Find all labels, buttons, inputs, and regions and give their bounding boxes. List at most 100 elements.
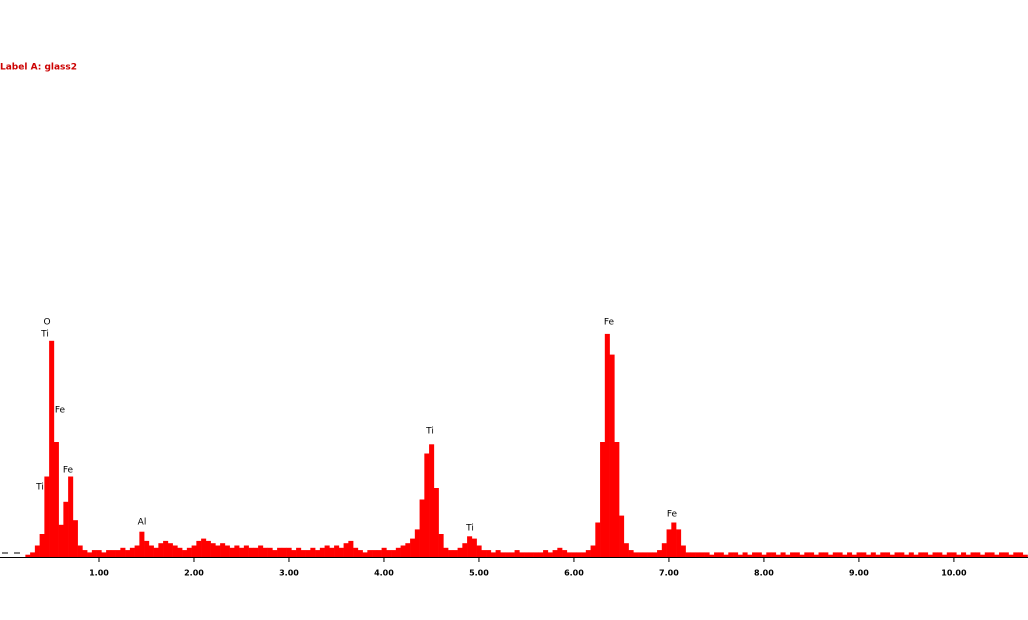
spectrum-bar [528,552,534,557]
spectrum-bar [87,552,93,557]
spectrum-bar [315,550,321,557]
x-tick-label: 8.00 [754,569,774,578]
peak-label: Ti [35,483,44,493]
spectrum-bar [1018,552,1024,557]
spectrum-bar [391,550,397,557]
spectrum-bar [39,534,45,557]
spectrum-bar [248,547,254,557]
spectrum-bar [229,547,235,557]
spectrum-bar [58,524,64,557]
spectrum-bar [780,552,786,557]
spectrum-bar [120,547,126,557]
spectrum-bar [704,552,710,557]
spectrum-bar [239,547,245,557]
spectrum-bar [543,550,549,557]
peak-label: Fe [667,510,678,520]
spectrum-bar [49,340,55,557]
spectrum-bar [847,552,853,557]
spectrum-bar [438,534,444,557]
spectrum-bar [338,547,344,557]
spectrum-bar [381,547,387,557]
spectrum-bar [828,554,834,557]
spectrum-bar [775,554,781,557]
peak-label: Ti [425,427,434,437]
x-tick-label: 10.00 [941,569,967,578]
spectrum-bar [799,554,805,557]
spectrum-bar [714,552,720,557]
spectrum-bar [310,547,316,557]
spectrum-bar [357,550,363,557]
spectrum-bar [500,552,506,557]
spectrum-bar [1003,552,1009,557]
spectrum-bar [709,554,715,557]
spectrum-bar [429,444,435,557]
spectrum-bar [823,552,829,557]
spectrum-bar [875,554,881,557]
spectrum-bar [448,550,454,557]
spectrum-bar [832,552,838,557]
spectrum-bar [576,552,582,557]
spectrum-bar [272,550,278,557]
spectrum-bar [53,442,59,557]
spectrum-bar [647,552,653,557]
spectrum-bar [813,554,819,557]
spectrum-bar [329,547,335,557]
spectrum-bar [870,552,876,557]
spectrum-bar [571,552,577,557]
spectrum-bar [452,550,458,557]
spectrum-bar [91,550,97,557]
spectrum-bar [837,552,843,557]
x-tick-label: 3.00 [279,569,299,578]
spectrum-bar [975,552,981,557]
spectrum-bar [68,476,74,557]
spectrum-bar [262,547,268,557]
spectrum-bar [476,545,482,557]
spectrum-bar [861,552,867,557]
spectrum-bar [481,550,487,557]
spectrum-bar [728,552,734,557]
spectrum-bar [305,550,311,557]
spectrum-bar [139,531,145,557]
spectrum-bar [742,552,748,557]
x-tick-label: 2.00 [184,569,204,578]
spectrum-bar [243,545,249,557]
spectrum-bar [946,552,952,557]
spectrum-bar [267,547,273,557]
peak-label: Ti [465,524,474,534]
peak-label: Ti [40,330,49,340]
spectrum-bar [34,545,40,557]
spectrum-bar [395,547,401,557]
spectrum-bar [980,554,986,557]
spectrum-bar [761,554,767,557]
spectrum-bar [172,545,178,557]
spectrum-bar [400,545,406,557]
spectrum-bar [604,333,610,557]
spectrum-bar [880,552,886,557]
spectrum-bar [253,547,259,557]
spectrum-bar [215,545,221,557]
spectrum-bar [695,552,701,557]
spectrum-bar [557,547,563,557]
spectrum-bar [676,529,682,557]
spectrum-bar [666,529,672,557]
spectrum-bar [923,552,929,557]
spectrum-bar [467,536,473,557]
spectrum-bar [899,552,905,557]
spectrum-bar [718,552,724,557]
spectrum-bar [386,550,392,557]
spectrum-bar [918,552,924,557]
peak-label: Fe [63,466,74,476]
spectrum-bar [372,550,378,557]
spectrum-bar [163,540,169,557]
spectrum-bar [661,543,667,557]
spectrum-bar [196,540,202,557]
spectrum-bar [144,540,150,557]
spectrum-bar [277,547,283,557]
spectrum-bar [419,499,425,557]
spectrum-bar [505,552,511,557]
spectrum-bar [177,547,183,557]
spectrum-bar [514,550,520,557]
spectrum-bar [106,550,112,557]
spectrum-bar [296,547,302,557]
spectrum-bar [619,515,625,557]
